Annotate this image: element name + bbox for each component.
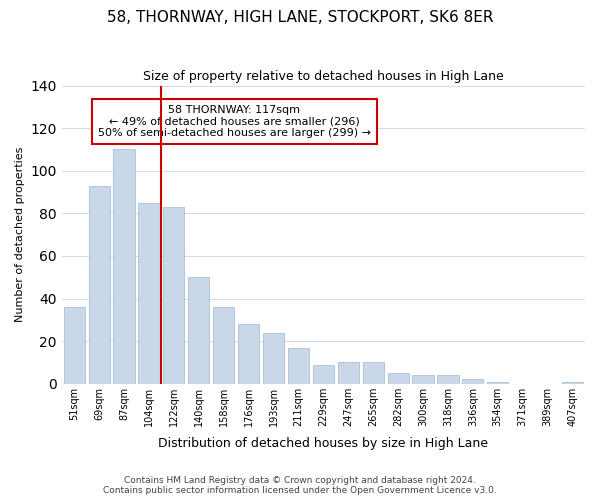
- Bar: [562, 382, 583, 384]
- Bar: [362, 362, 384, 384]
- Bar: [238, 324, 259, 384]
- Bar: [163, 207, 184, 384]
- Bar: [313, 364, 334, 384]
- Text: 58 THORNWAY: 117sqm
← 49% of detached houses are smaller (296)
50% of semi-detac: 58 THORNWAY: 117sqm ← 49% of detached ho…: [98, 105, 371, 138]
- Bar: [462, 380, 484, 384]
- Bar: [213, 307, 235, 384]
- Bar: [263, 332, 284, 384]
- Bar: [388, 373, 409, 384]
- Text: 58, THORNWAY, HIGH LANE, STOCKPORT, SK6 8ER: 58, THORNWAY, HIGH LANE, STOCKPORT, SK6 …: [107, 10, 493, 25]
- Text: Contains HM Land Registry data © Crown copyright and database right 2024.
Contai: Contains HM Land Registry data © Crown c…: [103, 476, 497, 495]
- Bar: [412, 375, 434, 384]
- Bar: [437, 375, 458, 384]
- Bar: [487, 382, 508, 384]
- X-axis label: Distribution of detached houses by size in High Lane: Distribution of detached houses by size …: [158, 437, 488, 450]
- Bar: [89, 186, 110, 384]
- Bar: [113, 150, 134, 384]
- Bar: [188, 277, 209, 384]
- Title: Size of property relative to detached houses in High Lane: Size of property relative to detached ho…: [143, 70, 504, 83]
- Bar: [64, 307, 85, 384]
- Y-axis label: Number of detached properties: Number of detached properties: [15, 147, 25, 322]
- Bar: [338, 362, 359, 384]
- Bar: [139, 202, 160, 384]
- Bar: [288, 348, 309, 384]
